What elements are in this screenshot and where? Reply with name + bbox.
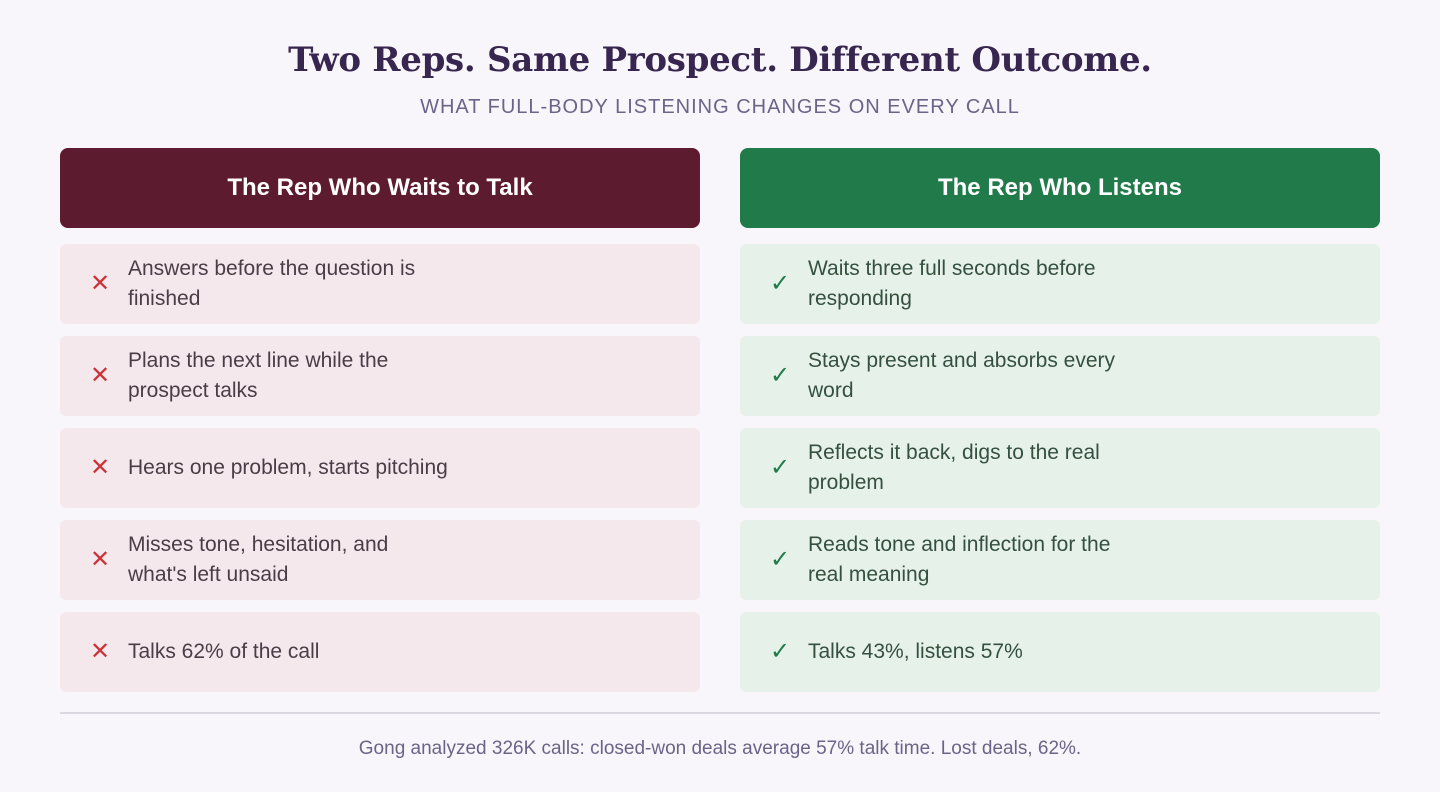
rep-listens-column: The Rep Who Listens ✓ Waits three full s… — [740, 148, 1380, 704]
cross-icon: ✕ — [90, 454, 111, 481]
list-item: ✓ Talks 43%, listens 57% — [740, 612, 1380, 692]
list-item: ✕ Hears one problem, starts pitching — [60, 428, 700, 508]
list-item-text: Answers before the question is finished — [128, 257, 416, 310]
cross-icon: ✕ — [90, 638, 111, 665]
list-item-text: Hears one problem, starts pitching — [128, 456, 448, 479]
list-item-text: Plans the next line while the prospect t… — [128, 349, 389, 402]
rep-waits-column: The Rep Who Waits to Talk ✕ Answers befo… — [60, 148, 700, 704]
cross-icon: ✕ — [90, 546, 111, 573]
rep-listens-list: ✓ Waits three full seconds before respon… — [740, 244, 1380, 692]
list-item-text: Talks 43%, listens 57% — [808, 640, 1023, 663]
page-title: Two Reps. Same Prospect. Different Outco… — [288, 40, 1152, 80]
list-item: ✓ Stays present and absorbs every word — [740, 336, 1380, 416]
check-icon: ✓ — [770, 546, 791, 573]
cross-icon: ✕ — [90, 270, 111, 297]
list-item: ✕ Misses tone, hesitation, and what's le… — [60, 520, 700, 600]
footer-divider — [60, 712, 1380, 714]
list-item-text: Reflects it back, digs to the real probl… — [808, 441, 1100, 494]
list-item-text: Waits three full seconds before respondi… — [808, 257, 1096, 310]
list-item: ✓ Reads tone and inflection for the real… — [740, 520, 1380, 600]
page-subtitle: WHAT FULL-BODY LISTENING CHANGES ON EVER… — [420, 96, 1020, 118]
list-item-text: Reads tone and inflection for the real m… — [808, 533, 1111, 586]
check-icon: ✓ — [770, 270, 791, 297]
check-icon: ✓ — [770, 362, 791, 389]
list-item: ✓ Reflects it back, digs to the real pro… — [740, 428, 1380, 508]
rep-waits-list: ✕ Answers before the question is finishe… — [60, 244, 700, 692]
list-item: ✕ Answers before the question is finishe… — [60, 244, 700, 324]
footer-note: Gong analyzed 326K calls: closed-won dea… — [358, 738, 1082, 759]
check-icon: ✓ — [770, 638, 791, 665]
cross-icon: ✕ — [90, 362, 111, 389]
list-item-text: Stays present and absorbs every word — [808, 349, 1116, 402]
list-item: ✕ Talks 62% of the call — [60, 612, 700, 692]
check-icon: ✓ — [770, 454, 791, 481]
list-item-text: Talks 62% of the call — [128, 640, 320, 663]
list-item-text: Misses tone, hesitation, and what's left… — [128, 533, 389, 586]
rep-listens-header: The Rep Who Listens — [740, 148, 1380, 228]
list-item: ✓ Waits three full seconds before respon… — [740, 244, 1380, 324]
rep-waits-header: The Rep Who Waits to Talk — [60, 148, 700, 228]
list-item: ✕ Plans the next line while the prospect… — [60, 336, 700, 416]
